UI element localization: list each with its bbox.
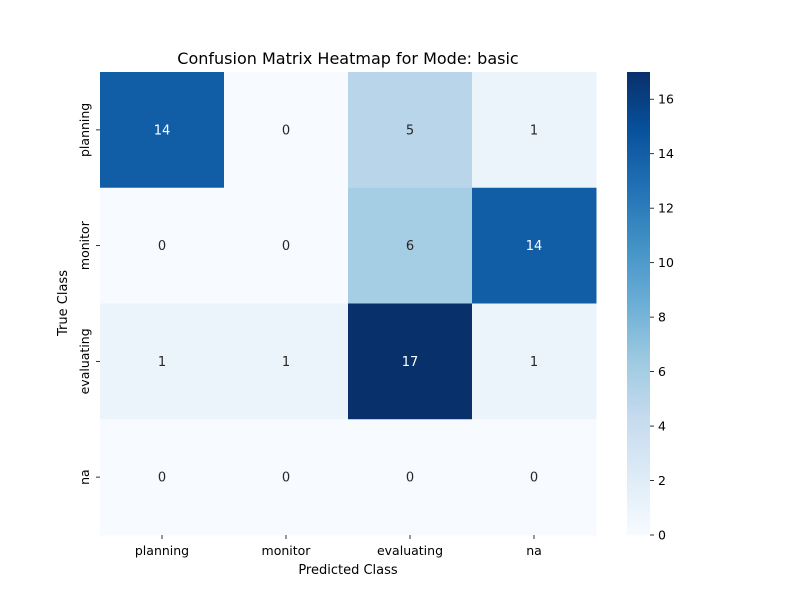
heatmap-cell: [224, 419, 349, 536]
heatmap-cell: [348, 419, 473, 536]
cell-value-label: 5: [406, 123, 414, 138]
heatmap-cell: [348, 187, 473, 304]
cell-value-label: 0: [282, 471, 290, 486]
colorbar-tick-label: 10: [658, 255, 674, 270]
colorbar-tick-label: 2: [658, 473, 666, 488]
heatmap-cell: [472, 72, 597, 189]
cell-value-label: 0: [282, 123, 290, 138]
heatmap-cell: [100, 72, 225, 189]
x-tick-label: monitor: [262, 543, 312, 558]
heatmap-cell: [224, 303, 349, 420]
heatmap-cell: [472, 419, 597, 536]
heatmap-cell: [348, 72, 473, 189]
heatmap-cell: [224, 72, 349, 189]
x-tick-label: na: [526, 543, 542, 558]
x-axis-label: Predicted Class: [298, 563, 398, 578]
heatmap-cell: [224, 187, 349, 304]
cell-value-label: 0: [158, 239, 166, 254]
y-tick-label: monitor: [77, 220, 92, 270]
y-axis: planning monitor evaluating na: [77, 103, 100, 485]
colorbar-tick-label: 8: [658, 310, 666, 325]
y-tick-label: planning: [77, 103, 92, 157]
cell-value-label: 17: [402, 355, 419, 370]
heatmap-cell: [100, 419, 225, 536]
heatmap-cell: [472, 187, 597, 304]
heatmap-cell: [348, 303, 473, 420]
colorbar-tick-label: 4: [658, 419, 666, 434]
colorbar-tick-label: 14: [658, 146, 674, 161]
colorbar-tick-label: 16: [658, 92, 674, 107]
colorbar: [627, 72, 650, 535]
x-tick-label: evaluating: [377, 543, 443, 558]
colorbar-tick-label: 12: [658, 201, 674, 216]
heatmap-cells: 14 0 5 10 0 6 141 1 17 10 0 0 0: [100, 72, 597, 536]
x-axis: planning monitor evaluating na: [135, 535, 542, 558]
cell-value-label: 0: [158, 471, 166, 486]
cell-value-label: 0: [530, 471, 538, 486]
colorbar-tick-label: 6: [658, 364, 666, 379]
cell-value-label: 0: [282, 239, 290, 254]
cell-value-label: 1: [158, 355, 166, 370]
y-tick-label: evaluating: [77, 328, 92, 394]
chart-title: Confusion Matrix Heatmap for Mode: basic: [177, 49, 518, 68]
colorbar-tick-label: 0: [658, 528, 666, 543]
y-tick-label: na: [77, 469, 92, 485]
cell-value-label: 14: [154, 123, 171, 138]
cell-value-label: 1: [530, 355, 538, 370]
heatmap-cell: [100, 187, 225, 304]
cell-value-label: 14: [526, 239, 543, 254]
y-axis-label: True Class: [56, 270, 71, 337]
cell-value-label: 0: [406, 471, 414, 486]
heatmap-cell: [100, 303, 225, 420]
cell-value-label: 1: [282, 355, 290, 370]
colorbar-axis: 0 2 4 6 8 10 12 14 16: [650, 92, 674, 543]
heatmap-cell: [472, 303, 597, 420]
x-tick-label: planning: [135, 543, 189, 558]
cell-value-label: 6: [406, 239, 414, 254]
cell-value-label: 1: [530, 123, 538, 138]
